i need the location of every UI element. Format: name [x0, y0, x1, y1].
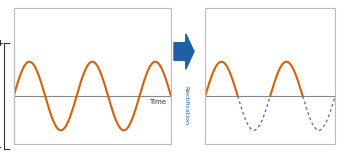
Text: -: - [0, 144, 1, 153]
Text: Time: Time [149, 99, 166, 105]
Text: +: + [0, 39, 3, 48]
Text: Rectification: Rectification [183, 86, 188, 125]
Text: Waveform After
Rectification: Waveform After Rectification [223, 14, 317, 36]
FancyArrow shape [174, 34, 194, 69]
Text: AC Current: AC Current [56, 18, 129, 31]
